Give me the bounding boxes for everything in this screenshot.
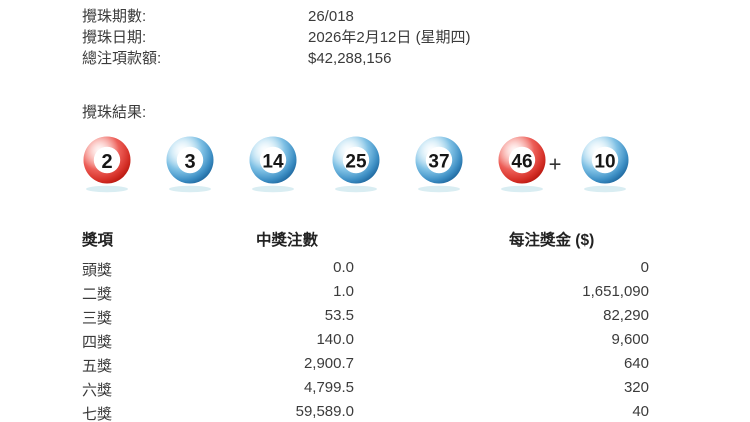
svg-text:10: 10 xyxy=(594,152,615,173)
svg-text:37: 37 xyxy=(428,152,449,173)
svg-text:14: 14 xyxy=(262,152,284,173)
svg-text:+: + xyxy=(549,152,562,177)
svg-text:2: 2 xyxy=(101,151,112,173)
svg-text:46: 46 xyxy=(511,152,532,173)
svg-text:25: 25 xyxy=(345,152,367,173)
svg-text:3: 3 xyxy=(184,151,195,173)
